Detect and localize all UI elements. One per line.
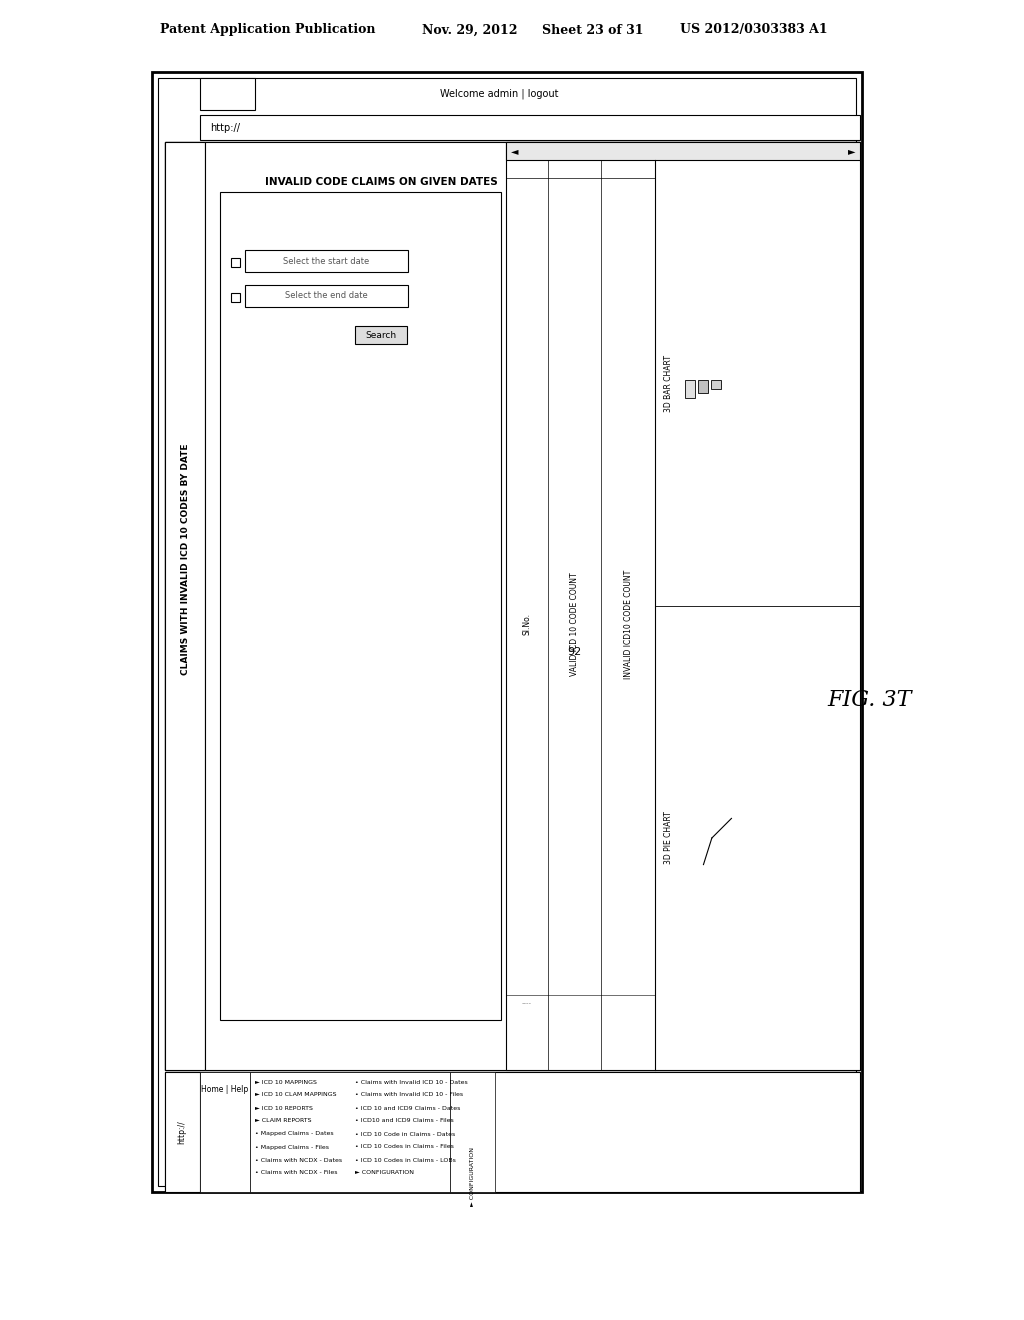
Text: Welcome admin | logout: Welcome admin | logout xyxy=(440,88,558,99)
Text: 3D BAR CHART: 3D BAR CHART xyxy=(665,355,674,412)
Text: ◄: ◄ xyxy=(511,147,518,156)
Text: 92: 92 xyxy=(567,647,582,657)
Text: • ICD 10 and ICD9 Claims - Dates: • ICD 10 and ICD9 Claims - Dates xyxy=(355,1106,461,1110)
Bar xyxy=(250,1072,450,1192)
Bar xyxy=(200,78,255,110)
Bar xyxy=(165,1072,200,1192)
Bar xyxy=(697,380,708,393)
Bar xyxy=(245,285,409,308)
Text: • Claims with NCDX - Files: • Claims with NCDX - Files xyxy=(255,1171,338,1176)
Text: • ICD 10 Codes in Claims - Files: • ICD 10 Codes in Claims - Files xyxy=(355,1144,454,1150)
Polygon shape xyxy=(685,376,699,380)
Text: ►: ► xyxy=(848,147,856,156)
Text: • Claims with Invalid ICD 10 - Files: • Claims with Invalid ICD 10 - Files xyxy=(355,1093,463,1097)
Bar xyxy=(450,1072,495,1192)
Bar xyxy=(355,326,407,345)
Bar xyxy=(231,257,240,267)
Text: Patent Application Publication: Patent Application Publication xyxy=(160,24,376,37)
Bar xyxy=(231,293,240,302)
Text: Home | Help: Home | Help xyxy=(202,1085,249,1094)
Text: • Claims with NCDX - Dates: • Claims with NCDX - Dates xyxy=(255,1158,342,1163)
Bar xyxy=(205,143,860,1071)
Bar xyxy=(165,1072,860,1192)
Text: ► CONFIGURATION: ► CONFIGURATION xyxy=(469,1147,474,1206)
Bar xyxy=(152,73,862,1192)
Text: FIG. 3T: FIG. 3T xyxy=(827,689,912,711)
Text: ► ICD 10 CLAM MAPPINGS: ► ICD 10 CLAM MAPPINGS xyxy=(255,1093,337,1097)
Bar xyxy=(685,380,695,399)
Bar xyxy=(220,191,502,1020)
Bar xyxy=(200,1072,250,1192)
Text: CLAIMS WITH INVALID ICD 10 CODES BY DATE: CLAIMS WITH INVALID ICD 10 CODES BY DATE xyxy=(180,444,189,676)
Text: ► ICD 10 MAPPINGS: ► ICD 10 MAPPINGS xyxy=(255,1080,316,1085)
Text: 3D PIE CHART: 3D PIE CHART xyxy=(665,812,674,865)
Text: http://: http:// xyxy=(210,123,240,133)
Text: • Mapped Claims - Files: • Mapped Claims - Files xyxy=(255,1144,329,1150)
Text: Nov. 29, 2012: Nov. 29, 2012 xyxy=(422,24,517,37)
Text: Select the start date: Select the start date xyxy=(284,256,370,265)
Bar xyxy=(165,143,205,1071)
Text: INVALID CODE CLAIMS ON GIVEN DATES: INVALID CODE CLAIMS ON GIVEN DATES xyxy=(265,177,499,187)
Polygon shape xyxy=(711,376,726,380)
Bar xyxy=(158,78,856,1185)
Text: INVALID ICD10 CODE COUNT: INVALID ICD10 CODE COUNT xyxy=(624,569,633,678)
Bar xyxy=(245,249,409,272)
Bar xyxy=(165,143,860,1071)
Bar xyxy=(506,143,860,160)
Text: US 2012/0303383 A1: US 2012/0303383 A1 xyxy=(680,24,827,37)
Polygon shape xyxy=(697,376,713,380)
Text: ► CLAIM REPORTS: ► CLAIM REPORTS xyxy=(255,1118,311,1123)
Text: VALID ICD 10 CODE COUNT: VALID ICD 10 CODE COUNT xyxy=(570,572,580,676)
Bar xyxy=(711,380,721,389)
Text: ----: ---- xyxy=(522,1001,532,1006)
Text: • ICD10 and ICD9 Claims - Files: • ICD10 and ICD9 Claims - Files xyxy=(355,1118,454,1123)
Bar xyxy=(200,115,860,140)
Text: • Claims with Invalid ICD 10 - Dates: • Claims with Invalid ICD 10 - Dates xyxy=(355,1080,468,1085)
Text: ► ICD 10 REPORTS: ► ICD 10 REPORTS xyxy=(255,1106,313,1110)
Text: Search: Search xyxy=(366,330,396,339)
Text: ► CONFIGURATION: ► CONFIGURATION xyxy=(355,1171,414,1176)
Text: Sheet 23 of 31: Sheet 23 of 31 xyxy=(542,24,643,37)
Text: • ICD 10 Codes in Claims - LOBs: • ICD 10 Codes in Claims - LOBs xyxy=(355,1158,456,1163)
Bar xyxy=(506,143,860,1071)
Text: Select the end date: Select the end date xyxy=(286,292,368,301)
Text: • Mapped Claims - Dates: • Mapped Claims - Dates xyxy=(255,1131,334,1137)
Text: • ICD 10 Code in Claims - Dates: • ICD 10 Code in Claims - Dates xyxy=(355,1131,456,1137)
Text: Sl.No.: Sl.No. xyxy=(522,612,531,635)
Text: http://: http:// xyxy=(177,1121,186,1144)
